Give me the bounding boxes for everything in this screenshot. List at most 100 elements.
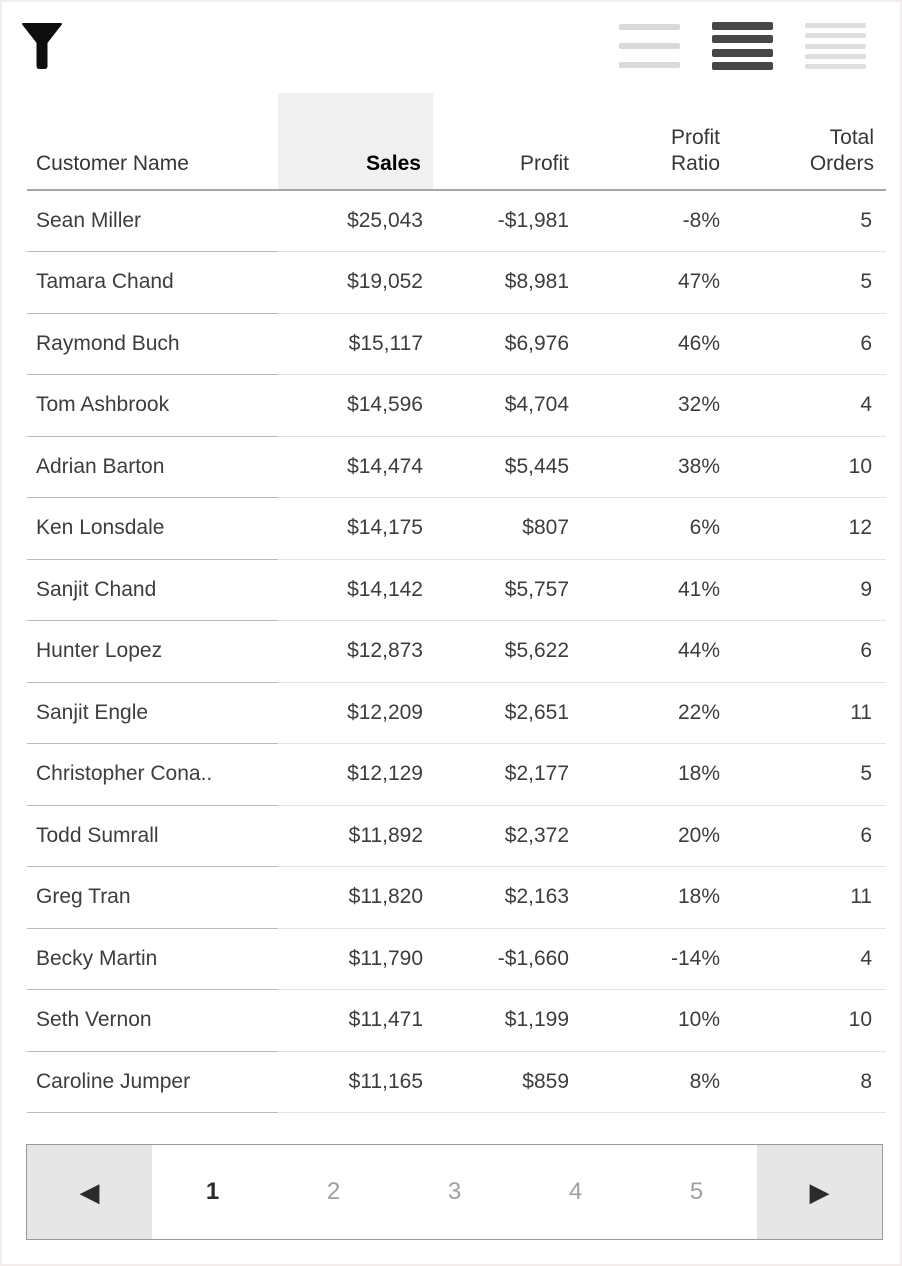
row-size-short-icon[interactable] <box>619 24 680 68</box>
table-row[interactable]: Seth Vernon $11,471 $1,199 10% 10 <box>27 989 886 1052</box>
cell-total-orders: 10 <box>732 989 886 1052</box>
cell-profit: $2,177 <box>433 743 581 806</box>
toggle-line <box>805 53 866 59</box>
cell-profit-ratio: 32% <box>581 374 732 437</box>
page-number-4[interactable]: 4 <box>568 1178 583 1205</box>
column-header-total-orders[interactable]: Total Orders <box>732 93 886 191</box>
table-row[interactable]: Becky Martin $11,790 -$1,660 -14% 4 <box>27 928 886 990</box>
row-size-tall-icon[interactable] <box>805 23 866 69</box>
cell-profit-ratio: -14% <box>581 928 732 990</box>
cell-sales: $12,129 <box>278 743 433 806</box>
table-row[interactable]: Christopher Cona.. $12,129 $2,177 18% 5 <box>27 743 886 806</box>
row-size-medium-icon[interactable] <box>712 22 773 70</box>
cell-customer-name: Seth Vernon <box>27 989 278 1052</box>
next-page-icon: ▶ <box>809 1176 830 1207</box>
cell-sales: $14,596 <box>278 374 433 437</box>
toolbar <box>0 0 902 93</box>
next-page-button[interactable]: ▶ <box>757 1145 882 1239</box>
column-header-profit[interactable]: Profit <box>433 93 581 191</box>
cell-profit-ratio: 6% <box>581 497 732 560</box>
cell-profit: $2,372 <box>433 805 581 867</box>
toggle-line <box>805 23 866 28</box>
table-row[interactable]: Tom Ashbrook $14,596 $4,704 32% 4 <box>27 374 886 437</box>
table-row[interactable]: Todd Sumrall $11,892 $2,372 20% 6 <box>27 805 886 867</box>
table-row[interactable]: Sanjit Engle $12,209 $2,651 22% 11 <box>27 682 886 744</box>
table-row[interactable]: Caroline Jumper $11,165 $859 8% 8 <box>27 1051 886 1113</box>
cell-total-orders: 6 <box>732 805 886 867</box>
cell-total-orders: 6 <box>732 313 886 375</box>
table-row[interactable]: Raymond Buch $15,117 $6,976 46% 6 <box>27 313 886 375</box>
cell-total-orders: 4 <box>732 374 886 437</box>
cell-sales: $11,820 <box>278 866 433 929</box>
page-number-3[interactable]: 3 <box>447 1178 462 1205</box>
filter-icon[interactable] <box>20 22 64 70</box>
cell-customer-name: Hunter Lopez <box>27 620 278 683</box>
cell-customer-name: Tom Ashbrook <box>27 374 278 437</box>
table-row[interactable]: Sanjit Chand $14,142 $5,757 41% 9 <box>27 559 886 621</box>
cell-sales: $14,142 <box>278 559 433 621</box>
toggle-line <box>619 62 680 68</box>
cell-customer-name: Sean Miller <box>27 190 278 252</box>
toggle-line <box>619 43 680 49</box>
cell-profit-ratio: 10% <box>581 989 732 1052</box>
pagination-bar: ◀ 1 2 3 4 5 ▶ <box>26 1144 883 1240</box>
cell-profit-ratio: 8% <box>581 1051 732 1113</box>
table-row[interactable]: Adrian Barton $14,474 $5,445 38% 10 <box>27 436 886 498</box>
cell-total-orders: 9 <box>732 559 886 621</box>
cell-customer-name: Tamara Chand <box>27 251 278 314</box>
cell-profit: $2,651 <box>433 682 581 744</box>
cell-sales: $25,043 <box>278 190 433 252</box>
cell-profit-ratio: 41% <box>581 559 732 621</box>
column-header-sales[interactable]: Sales <box>278 93 433 191</box>
cell-profit-ratio: 47% <box>581 251 732 314</box>
cell-sales: $11,790 <box>278 928 433 990</box>
cell-profit: $807 <box>433 497 581 560</box>
column-header-profit-ratio[interactable]: Profit Ratio <box>581 93 732 191</box>
customer-table: Customer Name Sales Profit Profit Ratio … <box>27 93 886 1113</box>
cell-customer-name: Ken Lonsdale <box>27 497 278 560</box>
page-number-2[interactable]: 2 <box>326 1178 341 1205</box>
cell-sales: $12,873 <box>278 620 433 683</box>
cell-sales: $19,052 <box>278 251 433 314</box>
cell-total-orders: 8 <box>732 1051 886 1113</box>
cell-sales: $14,474 <box>278 436 433 498</box>
cell-customer-name: Sanjit Engle <box>27 682 278 744</box>
page-number-1[interactable]: 1 <box>205 1178 220 1205</box>
header-row: Customer Name Sales Profit Profit Ratio … <box>27 93 886 191</box>
cell-profit: -$1,981 <box>433 190 581 252</box>
cell-profit: $859 <box>433 1051 581 1113</box>
toggle-line <box>805 64 866 69</box>
cell-total-orders: 5 <box>732 251 886 314</box>
cell-sales: $11,471 <box>278 989 433 1052</box>
previous-page-button[interactable]: ◀ <box>27 1145 152 1239</box>
cell-customer-name: Raymond Buch <box>27 313 278 375</box>
cell-total-orders: 6 <box>732 620 886 683</box>
previous-page-icon: ◀ <box>79 1176 100 1207</box>
cell-profit: $5,757 <box>433 559 581 621</box>
cell-profit: $8,981 <box>433 251 581 314</box>
table-row[interactable]: Sean Miller $25,043 -$1,981 -8% 5 <box>27 190 886 252</box>
cell-profit-ratio: 38% <box>581 436 732 498</box>
cell-sales: $11,165 <box>278 1051 433 1113</box>
page-number-5[interactable]: 5 <box>689 1178 704 1205</box>
cell-profit: $5,445 <box>433 436 581 498</box>
cell-total-orders: 12 <box>732 497 886 560</box>
cell-customer-name: Todd Sumrall <box>27 805 278 867</box>
column-header-customer-name[interactable]: Customer Name <box>27 93 278 191</box>
cell-total-orders: 5 <box>732 190 886 252</box>
toggle-line <box>805 43 866 49</box>
cell-profit-ratio: 18% <box>581 866 732 929</box>
table-row[interactable]: Hunter Lopez $12,873 $5,622 44% 6 <box>27 620 886 683</box>
table-row[interactable]: Tamara Chand $19,052 $8,981 47% 5 <box>27 251 886 314</box>
cell-customer-name: Becky Martin <box>27 928 278 990</box>
page-number-list: 1 2 3 4 5 <box>152 1145 757 1239</box>
cell-profit-ratio: -8% <box>581 190 732 252</box>
table-row[interactable]: Greg Tran $11,820 $2,163 18% 11 <box>27 866 886 929</box>
cell-sales: $15,117 <box>278 313 433 375</box>
cell-profit: $1,199 <box>433 989 581 1052</box>
cell-customer-name: Greg Tran <box>27 866 278 929</box>
cell-profit-ratio: 20% <box>581 805 732 867</box>
table-row[interactable]: Ken Lonsdale $14,175 $807 6% 12 <box>27 497 886 560</box>
cell-customer-name: Christopher Cona.. <box>27 743 278 806</box>
